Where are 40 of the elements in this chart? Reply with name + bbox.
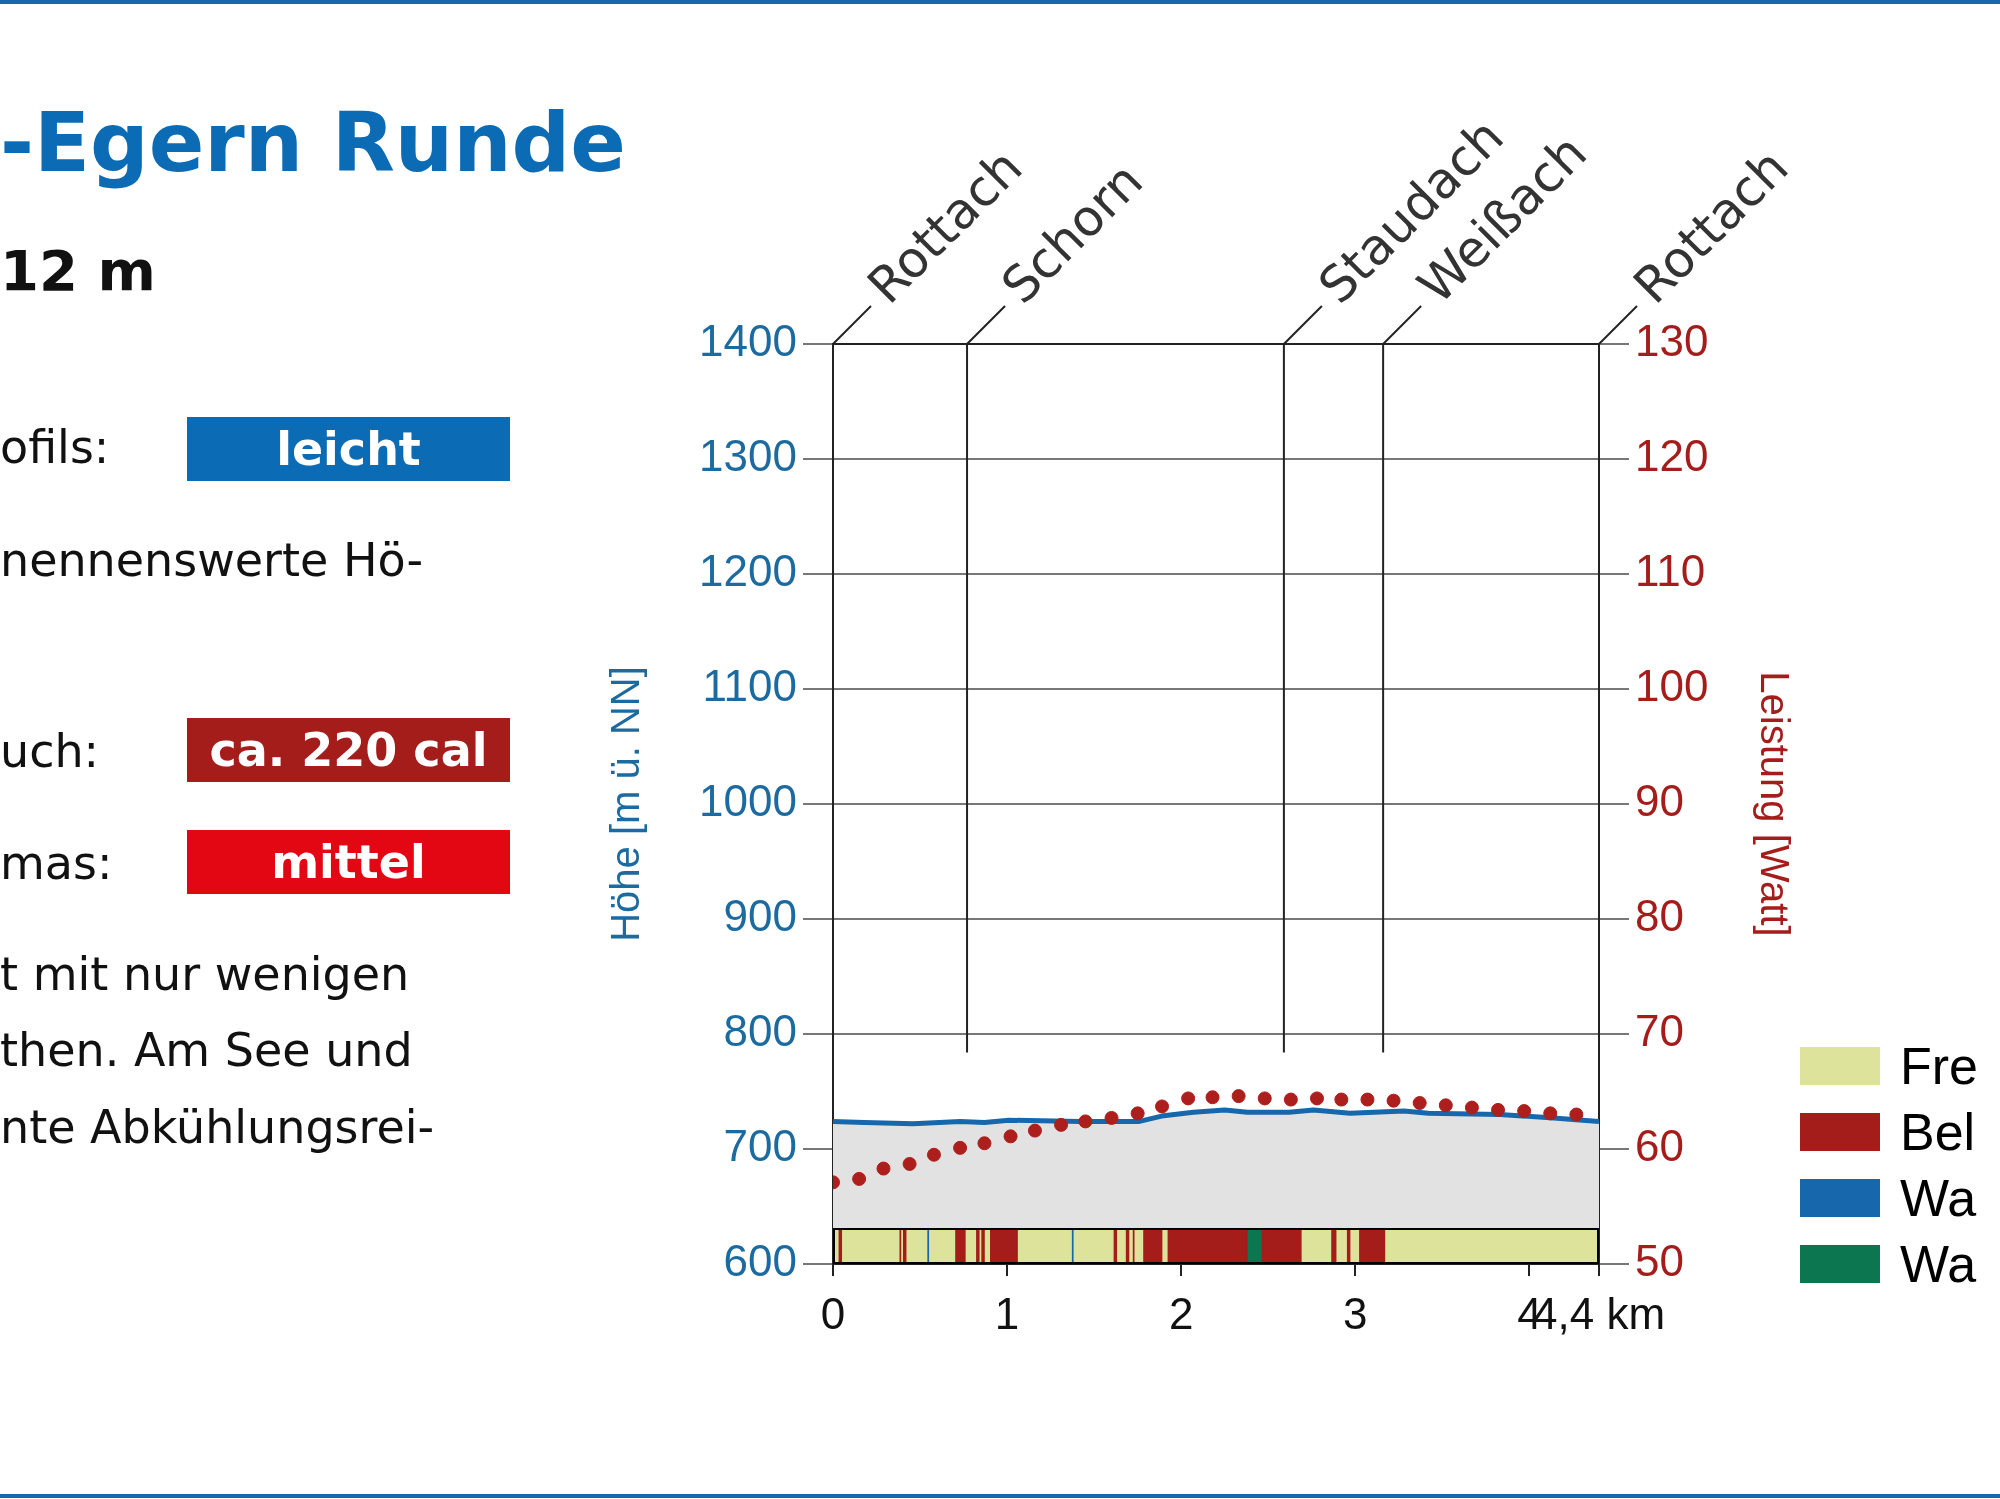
y2-tick-label: 110 bbox=[1635, 546, 1706, 596]
y-tick-label: 1400 bbox=[699, 316, 797, 366]
y-tick-label: 1000 bbox=[699, 776, 797, 826]
y2-axis-title: Leistung [Watt] bbox=[1752, 671, 1797, 937]
text: nennenswerte Hö- bbox=[0, 533, 424, 587]
y2-tick-label: 80 bbox=[1635, 891, 1684, 941]
legend-label: Wa bbox=[1900, 1168, 1977, 1228]
y-tick-label: 900 bbox=[723, 891, 797, 941]
y2-tick-label: 60 bbox=[1635, 1121, 1684, 1171]
text: -Egern Runde bbox=[0, 95, 626, 190]
text: t mit nur wenigen bbox=[0, 947, 410, 1001]
y2-tick-label: 120 bbox=[1635, 431, 1709, 481]
y2-tick-label: 100 bbox=[1635, 661, 1709, 711]
text: uch: bbox=[0, 724, 100, 778]
x-tick-label: 0 bbox=[820, 1288, 846, 1338]
legend-label: Fre bbox=[1900, 1036, 1978, 1096]
y2-tick-label: 70 bbox=[1635, 1006, 1684, 1056]
y-tick-label: 1100 bbox=[702, 661, 797, 711]
text: mas: bbox=[0, 836, 113, 890]
y-tick-label: 1300 bbox=[699, 431, 797, 481]
x-tick-label: 3 bbox=[1343, 1288, 1368, 1338]
y-axis-title: Höhe [m ü. NN] bbox=[603, 666, 648, 942]
x-tick-label: 2 bbox=[1168, 1288, 1194, 1338]
y2-tick-label: 90 bbox=[1635, 776, 1684, 826]
x-tick-label: 1 bbox=[994, 1288, 1020, 1338]
y-tick-label: 600 bbox=[723, 1236, 797, 1286]
y2-tick-label: 130 bbox=[1635, 316, 1709, 366]
text: ca. 220 cal bbox=[187, 718, 510, 782]
text: nte Abkühlungsrei- bbox=[0, 1100, 435, 1154]
text: mittel bbox=[187, 830, 510, 894]
text: leicht bbox=[187, 417, 510, 481]
y-tick-label: 1200 bbox=[699, 546, 797, 596]
y-tick-label: 700 bbox=[723, 1121, 797, 1171]
text: then. Am See und bbox=[0, 1023, 413, 1077]
y2-tick-label: 50 bbox=[1635, 1236, 1684, 1286]
legend-label: Bel bbox=[1900, 1102, 1976, 1162]
text: 12 m bbox=[0, 238, 156, 303]
y-tick-label: 800 bbox=[723, 1006, 797, 1056]
text: ofils: bbox=[0, 420, 110, 474]
legend-label: Wa bbox=[1900, 1234, 1977, 1294]
